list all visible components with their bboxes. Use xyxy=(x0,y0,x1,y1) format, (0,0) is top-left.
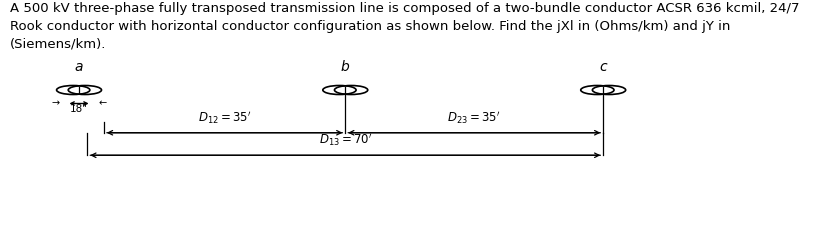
Text: $D_{12} = 35'$: $D_{12} = 35'$ xyxy=(198,109,251,126)
Text: →: → xyxy=(52,99,60,108)
Text: a: a xyxy=(75,60,83,74)
Text: b: b xyxy=(341,60,349,74)
Text: 18": 18" xyxy=(70,104,88,114)
Text: A 500 kV three-phase fully transposed transmission line is composed of a two-bun: A 500 kV three-phase fully transposed tr… xyxy=(10,2,800,50)
Text: $D_{23} = 35'$: $D_{23} = 35'$ xyxy=(448,109,501,126)
Text: $D_{13} = 70'$: $D_{13} = 70'$ xyxy=(319,132,372,148)
Text: c: c xyxy=(599,60,607,74)
Text: ←: ← xyxy=(98,99,106,108)
